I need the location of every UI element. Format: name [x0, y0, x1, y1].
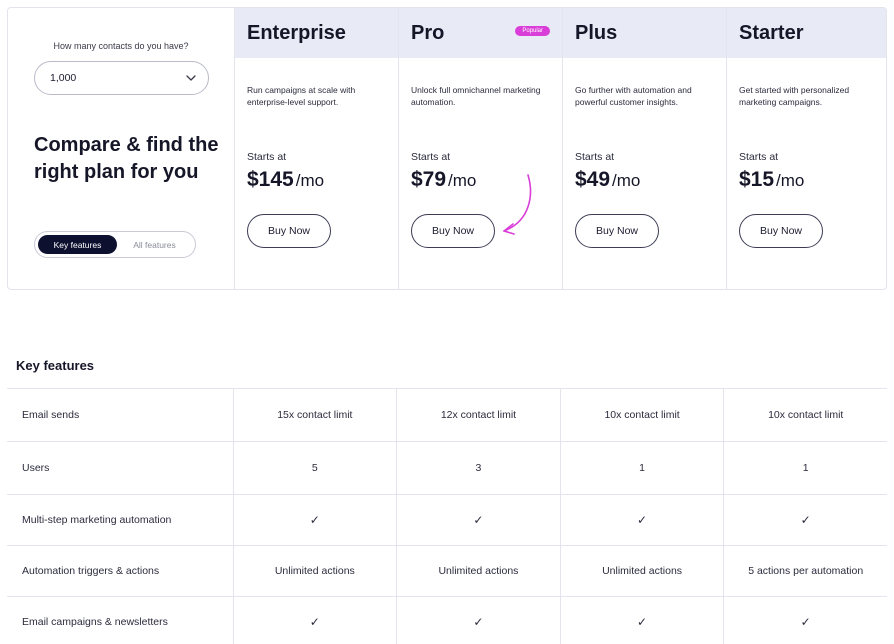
feature-label: Multi-step marketing automation — [22, 514, 172, 526]
features-toggle: Key features All features — [34, 231, 196, 258]
price-amount: $49 — [575, 168, 611, 191]
curved-arrow-icon — [503, 174, 532, 235]
feature-value: Unlimited actions — [559, 546, 724, 596]
page-headline: Compare & find the right plan for you — [34, 134, 219, 183]
popular-badge: Popular — [515, 26, 550, 36]
feature-label: Users — [22, 462, 50, 474]
feature-value: 5 — [232, 442, 397, 494]
feature-label: Email sends — [22, 409, 80, 421]
feature-value: 1 — [723, 442, 887, 494]
plan-plus: Plus Go further with automation and powe… — [562, 8, 726, 289]
feature-value: 15x contact limit — [232, 389, 397, 441]
table-row: Email sends 15x contact limit 12x contac… — [7, 388, 887, 441]
plan-description: Go further with automation and powerful … — [575, 85, 692, 107]
buy-now-button-starter[interactable]: Buy Now — [739, 214, 823, 248]
feature-label: Automation triggers & actions — [22, 565, 160, 577]
feature-value: 12x contact limit — [396, 389, 560, 441]
table-row: Multi-step marketing automation ✓ ✓ ✓ ✓ — [7, 494, 887, 545]
contacts-select-value: 1,000 — [50, 72, 77, 84]
price-amount: $79 — [411, 168, 447, 191]
plan-price: $79 /mo — [411, 168, 476, 192]
check-icon: ✓ — [396, 597, 560, 644]
plan-name: Pro — [411, 21, 445, 44]
check-icon: ✓ — [232, 495, 397, 545]
plan-header: Enterprise — [235, 8, 398, 58]
plan-price: $15 /mo — [739, 168, 804, 192]
price-amount: $145 — [247, 168, 294, 191]
toggle-key-features[interactable]: Key features — [38, 235, 117, 254]
table-row: Automation triggers & actions Unlimited … — [7, 545, 887, 596]
feature-value: 3 — [396, 442, 560, 494]
feature-value: 1 — [559, 442, 724, 494]
plan-enterprise: Enterprise Run campaigns at scale with e… — [234, 8, 398, 289]
starts-at-label: Starts at — [575, 151, 615, 163]
plan-description: Run campaigns at scale with enterprise-l… — [247, 85, 356, 107]
buy-now-button-plus[interactable]: Buy Now — [575, 214, 659, 248]
table-row: Users 5 3 1 1 — [7, 441, 887, 494]
buy-now-button-enterprise[interactable]: Buy Now — [247, 214, 331, 248]
check-icon: ✓ — [232, 597, 397, 644]
plan-description: Get started with personalized marketing … — [739, 85, 850, 107]
feature-value: 10x contact limit — [723, 389, 887, 441]
plan-name: Starter — [739, 21, 804, 44]
starts-at-label: Starts at — [411, 151, 451, 163]
check-icon: ✓ — [723, 495, 887, 545]
price-amount: $15 — [739, 168, 775, 191]
price-period: /mo — [295, 171, 325, 190]
toggle-all-features[interactable]: All features — [133, 239, 176, 250]
starts-at-label: Starts at — [247, 151, 287, 163]
check-icon: ✓ — [396, 495, 560, 545]
plan-pro: Pro Popular Unlock full omnichannel mark… — [398, 8, 562, 289]
feature-value: 10x contact limit — [559, 389, 724, 441]
check-icon: ✓ — [559, 495, 724, 545]
price-period: /mo — [448, 171, 477, 190]
plan-header: Plus — [563, 8, 726, 58]
starts-at-label: Starts at — [739, 151, 779, 163]
check-icon: ✓ — [559, 597, 724, 644]
feature-value: 5 actions per automation — [723, 546, 887, 596]
table-row: Email campaigns & newsletters ✓ ✓ ✓ ✓ — [7, 596, 887, 644]
contacts-select[interactable]: 1,000 — [34, 61, 209, 95]
plan-price: $49 /mo — [575, 168, 640, 192]
features-table: Email sends 15x contact limit 12x contac… — [7, 388, 887, 644]
plan-price: $145 /mo — [247, 168, 324, 192]
key-features-title: Key features — [16, 358, 95, 373]
plan-starter: Starter Get started with personalized ma… — [726, 8, 886, 289]
feature-value: Unlimited actions — [232, 546, 397, 596]
price-period: /mo — [776, 171, 805, 190]
pricing-card: How many contacts do you have? 1,000 Com… — [7, 7, 887, 290]
plan-description: Unlock full omnichannel marketing automa… — [411, 85, 541, 107]
feature-value: Unlimited actions — [396, 546, 560, 596]
plan-name: Enterprise — [247, 21, 346, 44]
feature-label: Email campaigns & newsletters — [22, 616, 168, 628]
plan-name: Plus — [575, 21, 618, 44]
plan-selector-column: How many contacts do you have? 1,000 Com… — [8, 8, 234, 289]
price-period: /mo — [612, 171, 641, 190]
plan-header: Pro Popular — [399, 8, 562, 58]
check-icon: ✓ — [723, 597, 887, 644]
plan-header: Starter — [727, 8, 886, 58]
chevron-down-icon — [186, 73, 196, 83]
buy-now-button-pro[interactable]: Buy Now — [411, 214, 495, 248]
contacts-question: How many contacts do you have? — [53, 41, 189, 51]
